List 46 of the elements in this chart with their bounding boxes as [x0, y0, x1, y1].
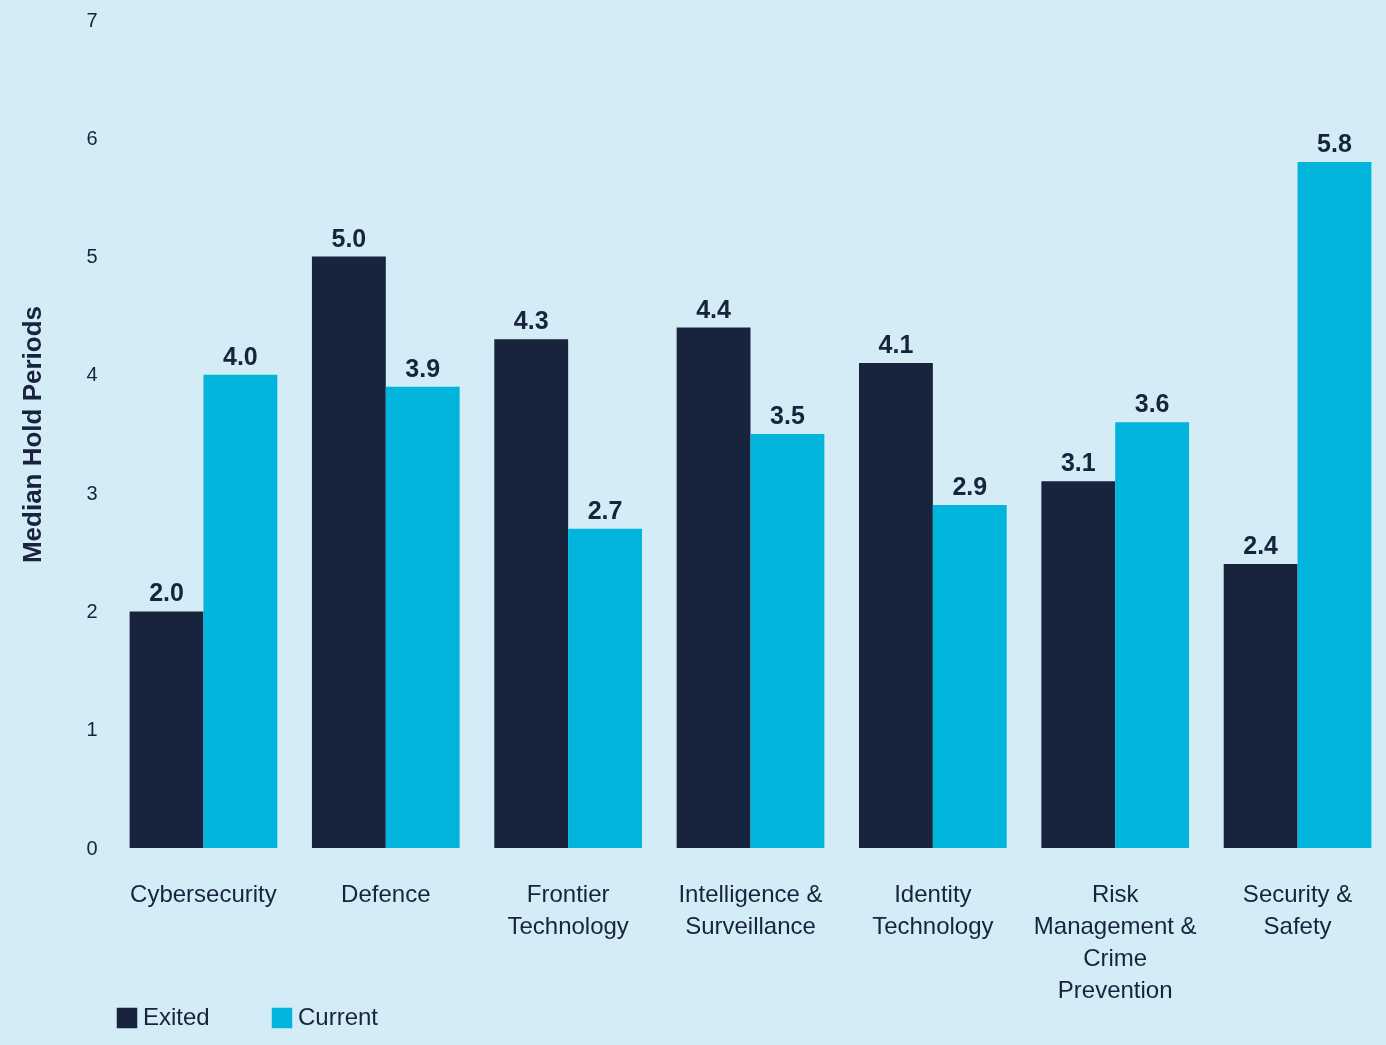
x-tick-label: Identity Technology: [872, 879, 994, 939]
x-tick-label: Defence: [341, 879, 431, 907]
data-label: 3.6: [1134, 389, 1170, 418]
data-label: 5.0: [331, 223, 367, 252]
x-tick-label: Cybersecurity: [130, 879, 277, 907]
bar: [859, 363, 933, 848]
legend-label: Current: [298, 1003, 379, 1030]
y-tick-label: 7: [86, 8, 98, 31]
bar: [1041, 481, 1116, 848]
bar: [1115, 422, 1190, 848]
data-label: 2.9: [952, 471, 988, 500]
bar: [568, 528, 642, 848]
y-tick-label: 3: [86, 481, 98, 504]
data-label: 2.4: [1243, 531, 1279, 560]
data-label: 4.3: [513, 306, 549, 335]
y-tick-label: 0: [86, 836, 98, 859]
bar: [129, 611, 204, 848]
y-tick-label: 5: [86, 245, 98, 268]
bar: [750, 434, 825, 848]
x-tick-label: Risk Management & Crime Prevention: [1033, 879, 1197, 1003]
bar: [311, 256, 386, 848]
bar: [203, 374, 278, 848]
legend-label: Exited: [143, 1003, 210, 1030]
y-tick-label: 4: [86, 363, 98, 386]
bar: [1223, 564, 1298, 848]
data-label: 3.1: [1060, 448, 1096, 477]
data-label: 4.0: [222, 341, 258, 370]
bar: [494, 339, 569, 848]
y-tick-label: 2: [86, 599, 98, 622]
bar: [932, 504, 1007, 848]
data-label: 2.0: [149, 578, 184, 607]
y-tick-label: 6: [86, 126, 98, 149]
bar: [676, 327, 751, 848]
data-label: 3.5: [770, 401, 805, 429]
bar: [1297, 161, 1372, 848]
y-axis-title: Median Hold Periods: [17, 305, 48, 564]
y-tick-label: 1: [86, 718, 98, 741]
data-label: 4.1: [878, 330, 914, 359]
x-tick-label: Frontier Technology: [507, 879, 629, 939]
data-label: 3.9: [405, 353, 441, 382]
bar: [385, 386, 460, 848]
data-label: 5.8: [1317, 128, 1352, 157]
x-tick-label: Intelligence & Surveillance: [678, 879, 823, 939]
x-tick-label: Security & Safety: [1242, 879, 1353, 939]
data-label: 2.7: [587, 495, 623, 524]
data-label: 4.4: [696, 294, 732, 323]
